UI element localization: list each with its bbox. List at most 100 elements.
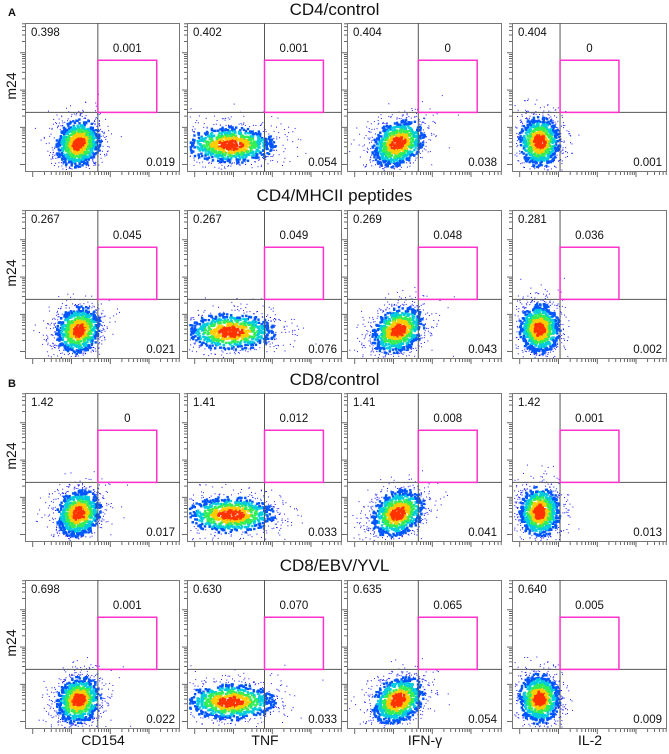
plot-area xyxy=(507,393,667,547)
positive-gate-rectangle xyxy=(417,59,478,114)
upper-left-quadrant-percent: 0.698 xyxy=(31,584,60,596)
section-letter-b: B xyxy=(8,378,16,390)
row-title-cd8-ebv: CD8/EBV/YVL xyxy=(279,556,390,575)
lower-right-quadrant-percent: 0.019 xyxy=(146,157,175,169)
axis-ticks xyxy=(342,23,502,177)
lower-right-quadrant-percent: 0.022 xyxy=(146,714,175,726)
event-density-cloud xyxy=(189,103,307,170)
lower-right-quadrant-percent: 0.043 xyxy=(468,344,497,356)
plot-frame xyxy=(25,23,180,172)
axis-ticks xyxy=(342,210,502,364)
axis-ticks xyxy=(507,23,667,177)
density-plot-panel: 1.41 0.008 0.041 xyxy=(342,393,502,547)
gate-percent: 0.036 xyxy=(575,230,604,243)
gate-percent: 0 xyxy=(444,43,451,56)
event-density-cloud xyxy=(352,470,448,541)
plot-frame xyxy=(347,23,502,172)
event-density-cloud xyxy=(349,658,450,728)
density-plot-panel: 0.404 0 0.001 xyxy=(507,23,667,177)
lower-right-quadrant-percent: 0.017 xyxy=(146,527,175,539)
gate-percent: 0 xyxy=(586,43,593,56)
axis-ticks xyxy=(20,23,180,177)
lower-right-quadrant-percent: 0.054 xyxy=(308,157,337,169)
axis-ticks xyxy=(20,210,180,364)
x-axis-label-ifn-gamma: IFN-γ xyxy=(407,732,443,748)
upper-left-quadrant-percent: 0.635 xyxy=(353,584,382,596)
axis-ticks xyxy=(342,580,502,734)
gate-percent: 0.001 xyxy=(112,600,142,613)
density-plot-panel: 0.398 0.001 0.019 xyxy=(20,23,180,177)
positive-gate-rectangle xyxy=(417,246,478,301)
axis-ticks xyxy=(20,393,180,547)
density-plot-panel: 0.635 0.065 0.054 xyxy=(342,580,502,734)
plot-frame xyxy=(347,210,502,359)
plot-area xyxy=(182,580,342,734)
x-axis-label-tnf: TNF xyxy=(251,732,279,748)
density-plot-panel: 0.404 0 0.038 xyxy=(342,23,502,177)
lower-right-quadrant-percent: 0.021 xyxy=(146,344,175,356)
axis-ticks xyxy=(507,393,667,547)
axis-ticks xyxy=(507,580,667,734)
density-plot-panel: 0.640 0.005 0.009 xyxy=(507,580,667,734)
upper-left-quadrant-percent: 0.640 xyxy=(518,584,547,596)
section-letter-a: A xyxy=(8,7,16,19)
density-plot-panel: 0.281 0.036 0.002 xyxy=(507,210,667,364)
upper-left-quadrant-percent: 0.404 xyxy=(518,27,547,39)
positive-gate-rectangle xyxy=(97,616,158,671)
plot-area xyxy=(342,580,502,734)
lower-right-quadrant-percent: 0.076 xyxy=(308,344,337,356)
event-density-cloud xyxy=(349,287,455,358)
gate-percent: 0.001 xyxy=(279,43,309,56)
plot-area xyxy=(182,393,342,547)
positive-gate-rectangle xyxy=(97,59,158,114)
gate-percent: 0.048 xyxy=(433,230,463,243)
positive-gate-rectangle xyxy=(263,59,325,114)
plot-area xyxy=(507,580,667,734)
lower-right-quadrant-percent: 0.001 xyxy=(633,157,662,169)
positive-gate-rectangle xyxy=(263,616,325,671)
plot-area xyxy=(20,210,180,364)
event-density-cloud xyxy=(514,464,580,541)
upper-left-quadrant-percent: 0.630 xyxy=(193,584,222,596)
positive-gate-rectangle xyxy=(97,429,158,484)
event-density-cloud xyxy=(514,656,573,728)
positive-gate-rectangle xyxy=(97,246,158,301)
plot-area xyxy=(342,393,502,547)
gate-percent: 0 xyxy=(124,413,131,426)
y-axis-label-row3: m24 xyxy=(3,442,19,470)
gate-percent: 0.001 xyxy=(112,43,142,56)
plot-frame xyxy=(512,210,667,359)
positive-gate-rectangle xyxy=(559,246,620,301)
positive-gate-rectangle xyxy=(417,616,478,671)
axis-ticks xyxy=(182,23,342,177)
row-title-cd8-control: CD8/control xyxy=(289,370,380,389)
positive-gate-rectangle xyxy=(559,616,620,671)
upper-left-quadrant-percent: 1.41 xyxy=(193,397,216,409)
upper-left-quadrant-percent: 0.267 xyxy=(31,214,60,226)
positive-gate-rectangle xyxy=(263,246,325,301)
axis-ticks xyxy=(20,580,180,734)
axis-ticks xyxy=(182,210,342,364)
plot-area xyxy=(342,23,502,177)
density-plot-panel: 0.269 0.048 0.043 xyxy=(342,210,502,364)
lower-right-quadrant-percent: 0.009 xyxy=(633,714,662,726)
axis-ticks xyxy=(182,393,342,547)
y-axis-label-row1: m24 xyxy=(3,72,19,100)
gate-percent: 0.065 xyxy=(433,600,463,613)
upper-left-quadrant-percent: 0.269 xyxy=(353,214,382,226)
gate-percent: 0.008 xyxy=(433,413,463,426)
event-density-cloud xyxy=(189,483,303,541)
density-plot-panel: 0.267 0.049 0.076 xyxy=(182,210,342,364)
density-plot-panel: 1.42 0 0.017 xyxy=(20,393,180,547)
event-density-cloud xyxy=(33,293,120,358)
upper-left-quadrant-percent: 0.402 xyxy=(193,27,222,39)
plot-area xyxy=(507,210,667,364)
plot-area xyxy=(20,580,180,734)
lower-right-quadrant-percent: 0.033 xyxy=(308,527,337,539)
row-title-cd4-control: CD4/control xyxy=(289,0,380,19)
positive-gate-rectangle xyxy=(559,429,620,484)
row-title-cd4-mhcii: CD4/MHCII peptides xyxy=(256,186,413,205)
positive-gate-rectangle xyxy=(263,429,325,484)
density-plot-panel: 0.630 0.070 0.033 xyxy=(182,580,342,734)
event-density-cloud xyxy=(189,664,324,728)
